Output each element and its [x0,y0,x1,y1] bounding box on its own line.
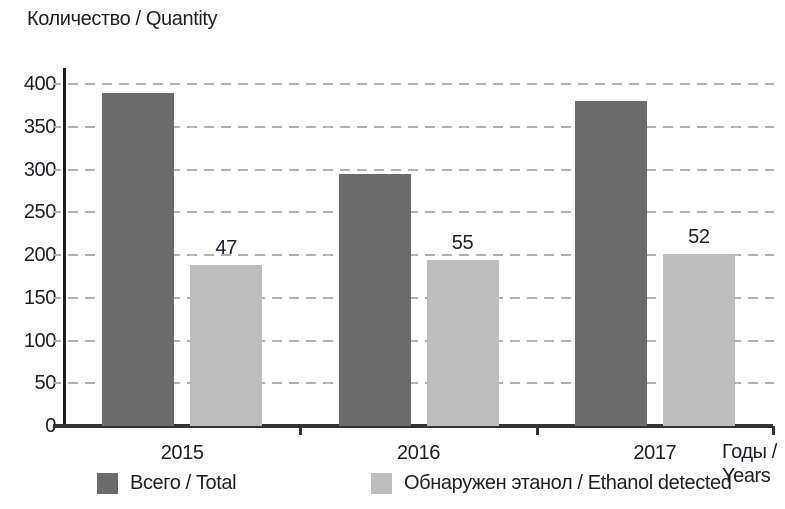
y-axis-label-400: 400 [23,73,57,95]
y-axis-label-300: 300 [23,158,57,181]
bar-2015-series-2 [190,265,263,426]
y-axis-label-350: 350 [23,115,57,138]
y-axis-label-200: 200 [23,244,57,266]
legend: Всего / Total Обнаружен этанол / Ethanol … [97,471,757,497]
x-axis-title-line2: Years [722,465,771,487]
y-axis-line [63,68,66,426]
x-tick-2 [535,426,539,435]
legend-item-2: Обнаружен этанол / Ethanol detected [371,471,732,495]
y-tick-300 [53,168,61,171]
gridline-300 [68,168,774,171]
x-axis-label-2017: 2017 [633,442,677,464]
gridline-150 [68,296,774,299]
y-axis-label-150: 150 [23,286,57,309]
x-axis-title-line1: Годы / [722,441,777,463]
bar-2016-series-2 [426,260,499,426]
x-axis-title: Годы / Years [722,440,777,488]
y-axis-label-0: 0 [45,415,56,437]
bar-2017-series-1 [574,101,647,426]
y-axis-label-100: 100 [23,329,57,352]
gridline-100 [68,339,774,342]
legend-label-1: Всего / Total [130,471,237,494]
legend-label-2: Обнаружен этанол / Ethanol detected [404,471,732,494]
data-label-2015: 47 [215,237,237,260]
gridline-350 [68,125,774,128]
bar-2016-series-1 [338,173,411,426]
x-axis-label-2015: 2015 [160,442,204,464]
gridline-250 [68,211,774,214]
gridline-50 [68,382,774,385]
legend-item-1: Всего / Total [97,471,237,495]
x-tick-3 [772,426,775,435]
y-axis-labels: 0 50 100 150 200 250 300 350 400 [0,0,57,509]
bar-2015-series-1 [102,92,175,426]
y-tick-100 [53,339,61,342]
gridline-200 [68,254,774,256]
bar-2017-series-2 [662,254,735,426]
gridline-400 [68,83,774,85]
chart-title: Количество / Quantity [27,8,218,30]
y-axis-label-50: 50 [34,372,57,395]
plot-area: 47 55 52 [53,68,775,435]
x-axis-label-2016: 2016 [397,442,440,464]
legend-swatch-2 [371,472,392,494]
data-label-2016: 55 [451,232,474,255]
y-tick-150 [53,296,61,299]
data-label-2017: 52 [688,226,710,249]
y-axis-label-250: 250 [23,201,57,224]
x-tick-1 [299,426,303,435]
y-tick-400 [53,83,61,85]
y-tick-350 [53,125,61,128]
y-tick-250 [53,211,61,214]
x-axis-line [53,424,773,428]
y-tick-200 [53,254,61,256]
y-tick-50 [53,382,61,385]
legend-swatch-1 [97,472,118,494]
